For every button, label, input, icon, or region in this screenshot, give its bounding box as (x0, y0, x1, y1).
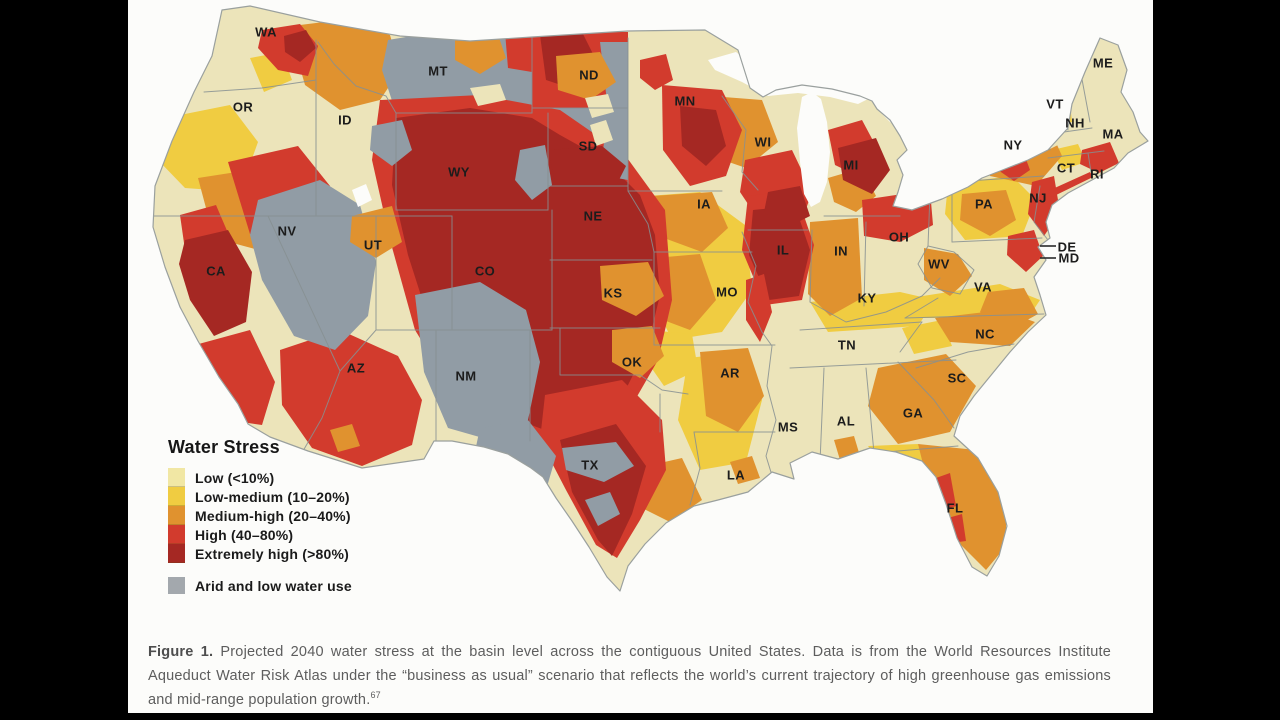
legend-item-label: High (40–80%) (195, 526, 294, 543)
legend-item-medium-high: Medium-high (20–40%) (168, 506, 352, 525)
label-leader-lines (1040, 245, 1056, 259)
legend-item-arid: Arid and low water use (168, 576, 352, 595)
legend-item-low-medium: Low-medium (10–20%) (168, 487, 352, 506)
low-medium-color-swatch (168, 487, 185, 506)
low-color-swatch (168, 468, 185, 487)
lake-ontario (984, 148, 1032, 173)
legend-items: Low (<10%) Low-medium (10–20%) Medium-high… (168, 468, 352, 563)
legend-item-extremely-high: Extremely high (>80%) (168, 544, 352, 563)
legend-item-high: High (40–80%) (168, 525, 352, 544)
extremely-high-color-swatch (168, 544, 185, 563)
legend-item-low: Low (<10%) (168, 468, 352, 487)
legend-item-label: Extremely high (>80%) (195, 545, 349, 562)
legend-item-label: Low-medium (10–20%) (195, 488, 350, 505)
great-lakes (708, 52, 1032, 209)
lake-superior (708, 52, 868, 104)
legend-title: Water Stress (168, 437, 280, 457)
figure-caption-text: Projected 2040 water stress at the basin… (148, 644, 1111, 708)
us-map-outline (152, 5, 1149, 592)
lake-michigan (797, 92, 830, 207)
medium-high-color-swatch (168, 506, 185, 525)
legend-item-label: Low (<10%) (195, 469, 275, 486)
map-legend: Water Stress Low (<10%) Low-medium (10–20… (168, 437, 352, 595)
lake-huron (872, 90, 910, 132)
legend-item-label: Medium-high (20–40%) (195, 507, 351, 524)
legend-item-label: Arid and low water use (195, 577, 352, 594)
footnote-reference: 67 (370, 690, 381, 701)
lake-erie (913, 181, 972, 209)
figure-caption-number: Figure 1. (148, 644, 214, 660)
arid-color-swatch (168, 577, 185, 594)
high-color-swatch (168, 525, 185, 544)
figure-caption: Figure 1. Projected 2040 water stress at… (148, 640, 1111, 712)
